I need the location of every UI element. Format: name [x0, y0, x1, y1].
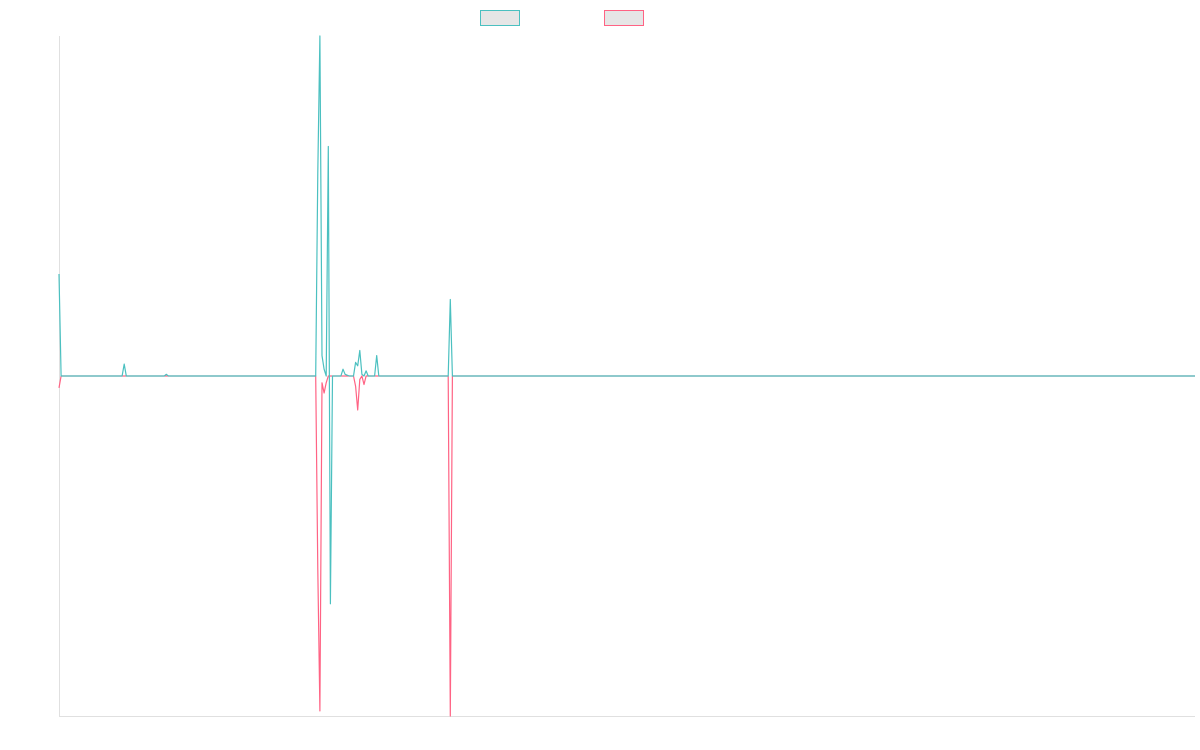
- legend-item-series-2[interactable]: [604, 9, 644, 27]
- legend-item-series-1[interactable]: [480, 9, 520, 27]
- legend-swatch-series-2: [604, 10, 644, 26]
- series-line-2: [58, 375, 1195, 717]
- chart-legend: [0, 9, 1200, 27]
- series-line-1: [58, 35, 1195, 605]
- legend-swatch-series-1: [480, 10, 520, 26]
